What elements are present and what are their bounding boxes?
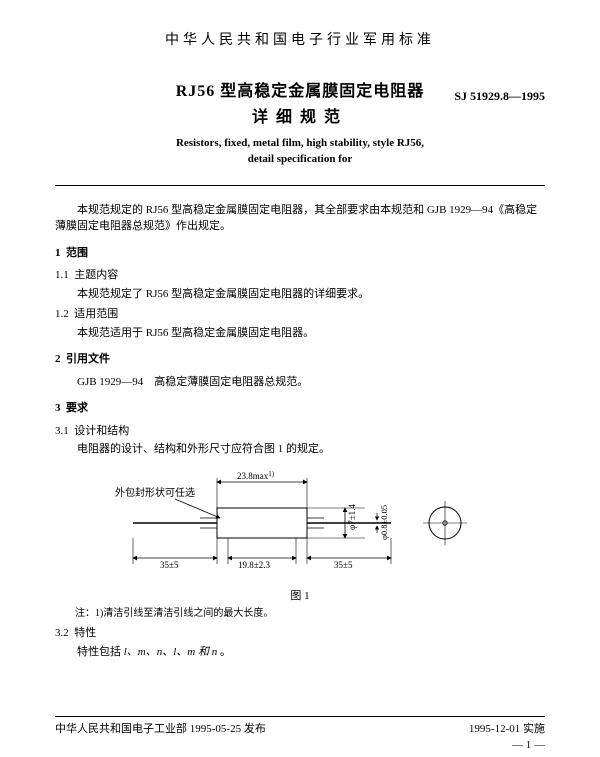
fig-dim-top: 23.8max (237, 471, 269, 481)
fig-dim-r2: φ0.8±0.05 (379, 505, 389, 540)
s3-1-text: 电阻器的设计、结构和外形尺寸应符合图 1 的规定。 (55, 441, 545, 458)
s1-num: 1 (55, 247, 61, 259)
footer: 中华人民共和国电子工业部 1995-05-25 发布 1995-12-01 实施 (55, 716, 545, 738)
section-1-2-heading: 1.2 适用范围 (55, 306, 545, 323)
s3-2-num: 3.2 (55, 627, 69, 639)
figure-1: 外包封形状可任选 23.8max1) φ7±1.4 φ0 (55, 468, 545, 586)
section-1-heading: 1 范围 (55, 245, 545, 262)
s3-1-title: 设计和结构 (74, 425, 129, 437)
footer-left: 中华人民共和国电子工业部 1995-05-25 发布 (55, 721, 266, 738)
s1-2-title: 适用范围 (74, 308, 118, 320)
page-number: — 1 — (512, 737, 545, 754)
title-en-line1: Resistors, fixed, metal film, high stabi… (176, 137, 424, 149)
section-3-1-heading: 3.1 设计和结构 (55, 423, 545, 440)
section-1-1-heading: 1.1 主题内容 (55, 267, 545, 284)
s3-2-chars: l、m、n、l、m 和 n (124, 646, 218, 658)
s3-1-num: 3.1 (55, 425, 69, 437)
s3-num: 3 (55, 402, 61, 414)
footer-right: 1995-12-01 实施 (469, 721, 545, 738)
s2-ref: GJB 1929—94 高稳定薄膜固定电阻器总规范。 (55, 374, 545, 391)
standard-number: SJ 51929.8—1995 (454, 87, 545, 105)
fig-dim-top-sup: 1) (268, 470, 275, 478)
s1-2-num: 1.2 (55, 308, 69, 320)
body-text: 本规范规定的 RJ56 型高稳定金属膜固定电阻器，其全部要求由本规范和 GJB … (55, 202, 545, 661)
svg-text:23.8max1): 23.8max1) (237, 470, 275, 481)
fig-dim-b3: 35±5 (334, 560, 353, 570)
figure-svg: 外包封形状可任选 23.8max1) φ7±1.4 φ0 (105, 468, 505, 586)
s3-2-pre: 特性包括 (77, 646, 124, 658)
title-en-line2: detail specification for (248, 153, 352, 165)
divider-top (55, 185, 545, 186)
title-en: Resistors, fixed, metal film, high stabi… (55, 136, 545, 167)
fig-callout: 外包封形状可任选 (115, 486, 195, 499)
fig-dim-b1: 35±5 (160, 560, 179, 570)
fig-dim-b2: 19.8±2.3 (238, 560, 270, 570)
s1-title: 范围 (66, 247, 88, 259)
s3-2-text: 特性包括 l、m、n、l、m 和 n 。 (55, 644, 545, 661)
s2-title: 引用文件 (66, 353, 110, 365)
figure-note: 注：1)清洁引线至清洁引线之间的最大长度。 (55, 606, 545, 621)
s3-2-title: 特性 (74, 627, 96, 639)
intro-paragraph: 本规范规定的 RJ56 型高稳定金属膜固定电阻器，其全部要求由本规范和 GJB … (55, 202, 545, 235)
title-cn-line1: RJ56 型高稳定金属膜固定电阻器 (176, 83, 425, 100)
s1-2-text: 本规范适用于 RJ56 型高稳定金属膜固定电阻器。 (55, 325, 545, 342)
s3-2-post: 。 (217, 646, 231, 658)
section-2-heading: 2 引用文件 (55, 351, 545, 368)
figure-caption: 图 1 (55, 588, 545, 605)
s2-num: 2 (55, 353, 61, 365)
section-3-heading: 3 要求 (55, 400, 545, 417)
header-category: 中华人民共和国电子行业军用标准 (55, 30, 545, 51)
s1-1-num: 1.1 (55, 269, 69, 281)
fig-dim-r1: φ7±1.4 (347, 504, 357, 530)
s1-1-title: 主题内容 (74, 269, 118, 281)
s1-1-text: 本规范规定了 RJ56 型高稳定金属膜固定电阻器的详细要求。 (55, 286, 545, 303)
section-3-2-heading: 3.2 特性 (55, 625, 545, 642)
title-block: RJ56 型高稳定金属膜固定电阻器 详细规范 SJ 51929.8—1995 R… (55, 79, 545, 167)
title-cn-line2: 详细规范 (252, 109, 348, 126)
s3-title: 要求 (66, 402, 88, 414)
